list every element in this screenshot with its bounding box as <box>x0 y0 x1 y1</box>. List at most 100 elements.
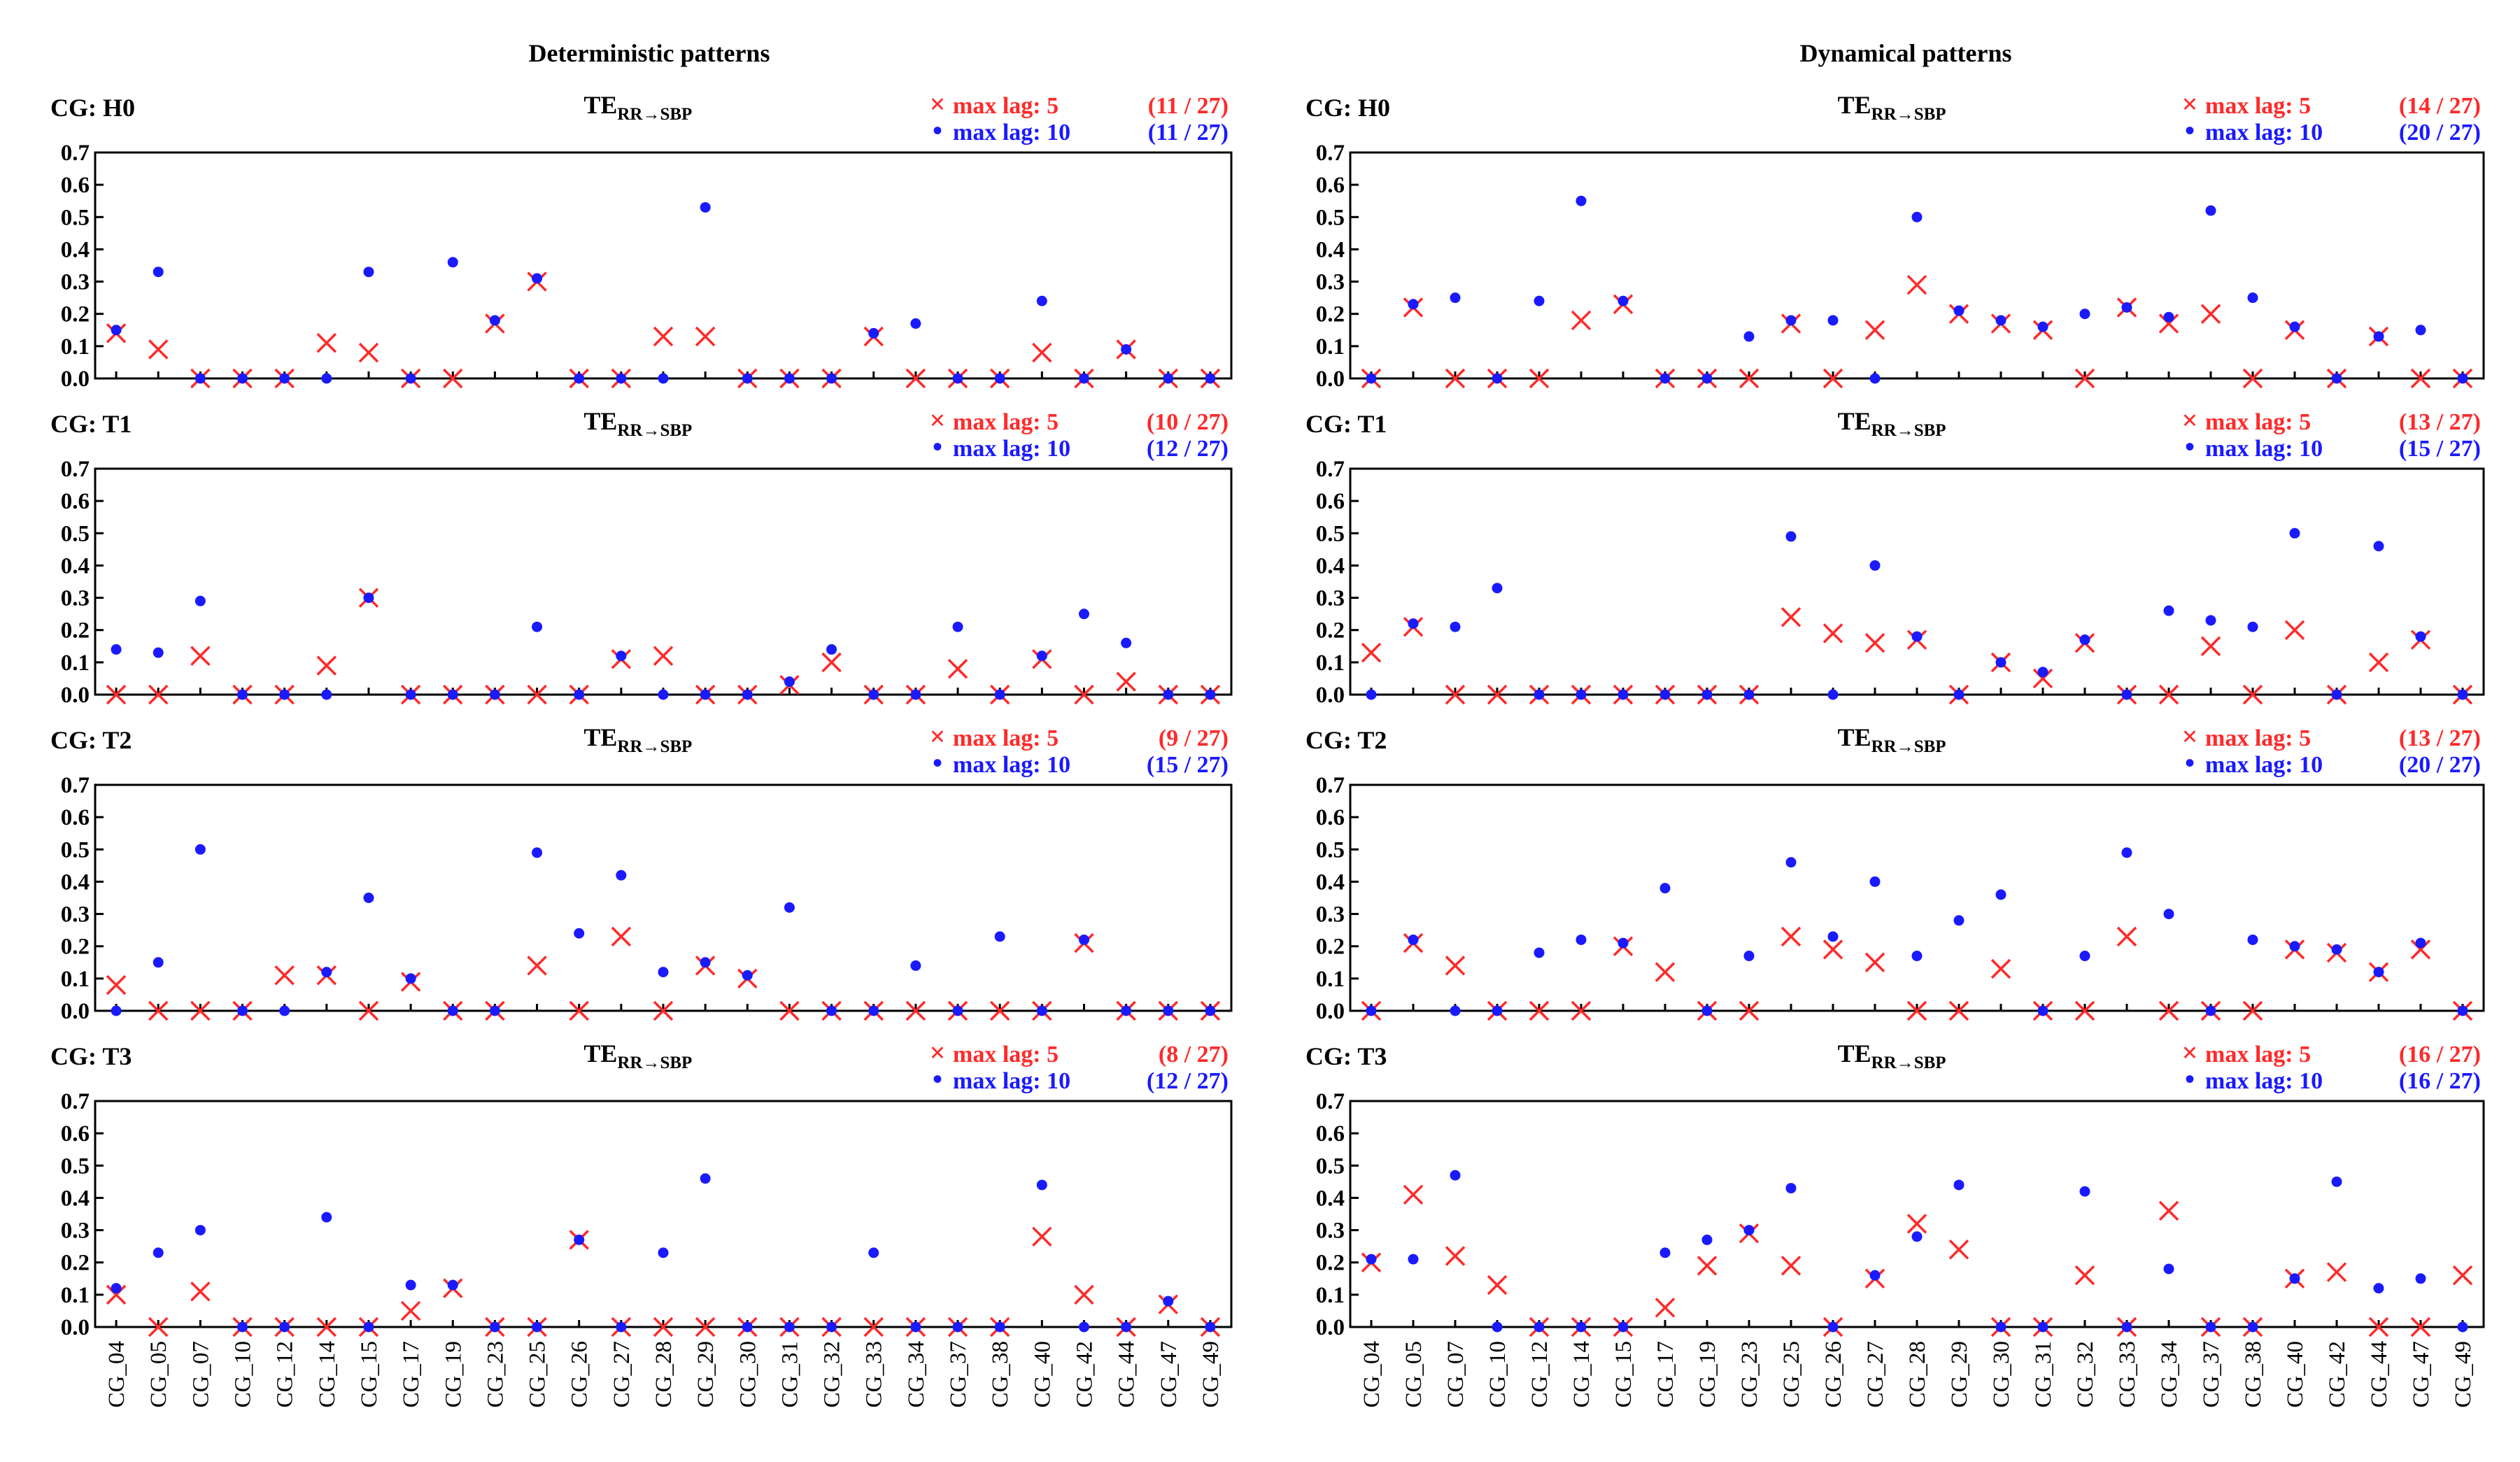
point-lag5-CG_29 <box>1948 1000 1969 1021</box>
y-tick-label: 0.0 <box>1316 367 1345 392</box>
cross-stroke <box>1822 939 1843 960</box>
cross-stroke <box>1571 1000 1592 1021</box>
point-lag10-CG_33 <box>868 1247 879 1258</box>
legend-marker-dot: • <box>2185 115 2195 146</box>
x-tick-label: CG_42 <box>2325 1341 2350 1407</box>
panel-t1-deterministic: 0.0 0.1 0.2 0.3 0.4 0.5 0.6 0.7 CG: T1 TERR→SBP × m… <box>50 404 1233 708</box>
y-tick-label: 0.5 <box>61 1154 90 1179</box>
y-tick-label: 0.1 <box>1316 967 1345 992</box>
cross-stroke <box>1529 368 1550 389</box>
y-tick-label: 0.4 <box>61 1186 90 1211</box>
point-lag5-CG_05 <box>1403 1184 1424 1205</box>
x-tick-label: CG_28 <box>1905 1341 1930 1407</box>
cross-stroke <box>695 1316 716 1337</box>
legend-label-lag5: max lag: 5 <box>953 725 1059 751</box>
point-lag5-CG_34 <box>2158 684 2179 705</box>
point-lag10-CG_10 <box>1492 1005 1503 1016</box>
point-lag5-CG_34 <box>905 368 926 389</box>
y-tick-label: 0.5 <box>1316 521 1345 546</box>
point-lag5-CG_17 <box>400 1300 421 1321</box>
point-lag5-CG_32 <box>2074 368 2095 389</box>
cross-stroke <box>2158 1000 2179 1021</box>
point-lag5-CG_42 <box>1074 1284 1094 1305</box>
x-tick-label: CG_49 <box>1198 1341 1224 1407</box>
cross-stroke <box>1032 1226 1052 1247</box>
x-tick-label: CG_25 <box>525 1341 551 1407</box>
point-lag10-CG_33 <box>868 1005 879 1016</box>
point-lag10-CG_15 <box>363 592 374 604</box>
cross-stroke <box>779 1000 800 1021</box>
legend-label-lag10: max lag: 10 <box>953 120 1070 146</box>
panel-h0-deterministic: 0.0 0.1 0.2 0.3 0.4 0.5 0.6 0.7 CG: H0 TERR→SBP × m… <box>50 88 1233 392</box>
point-lag5-CG_25 <box>527 956 547 976</box>
y-tick-label: 0.1 <box>1316 1283 1345 1308</box>
panel-title: TERR→SBP <box>583 1039 692 1072</box>
y-tick-label: 0.3 <box>61 270 90 295</box>
panel-label: CG: T2 <box>50 726 132 754</box>
point-lag10-CG_25 <box>532 621 543 632</box>
cross-stroke <box>1781 1256 1801 1276</box>
cross-stroke <box>2032 668 2053 689</box>
point-lag5-CG_05 <box>148 1000 169 1021</box>
panel-title: TERR→SBP <box>583 723 692 756</box>
x-tick-label: CG_12 <box>1527 1341 1552 1407</box>
point-lag5-CG_19 <box>1697 1256 1718 1276</box>
legend-marker-cross: × <box>2182 1037 2198 1068</box>
point-lag10-CG_49 <box>1205 1321 1216 1333</box>
cross-stroke <box>1655 1298 1676 1318</box>
legend-count-lag5: (14 / 27) <box>2399 93 2481 119</box>
point-lag5-CG_34 <box>2158 1200 2179 1221</box>
cross-stroke <box>1487 684 1508 705</box>
point-lag10-CG_17 <box>1659 373 1671 384</box>
cross-stroke <box>2242 1000 2263 1021</box>
y-tick-label: 0.3 <box>1316 902 1345 928</box>
point-lag10-CG_28 <box>658 967 669 978</box>
cross-stroke <box>1906 1214 1927 1234</box>
x-tick-label: CG_28 <box>651 1341 677 1407</box>
point-lag5-CG_19 <box>443 368 463 389</box>
point-lag10-CG_42 <box>2331 373 2342 384</box>
y-tick-label: 0.7 <box>1316 773 1345 798</box>
point-lag10-CG_30 <box>1995 315 2006 326</box>
y-tick-label: 0.4 <box>61 870 90 895</box>
point-lag5-CG_07 <box>190 1000 211 1021</box>
x-tick-label: CG_44 <box>2367 1341 2392 1407</box>
legend-label-lag5: max lag: 5 <box>953 1042 1059 1067</box>
y-tick-label: 0.3 <box>1316 1219 1345 1244</box>
point-lag10-CG_42 <box>2331 689 2342 700</box>
cross-stroke <box>905 1000 926 1021</box>
legend-marker-dot: • <box>933 1063 942 1095</box>
point-lag10-CG_04 <box>111 1005 122 1016</box>
point-lag10-CG_27 <box>616 1321 627 1333</box>
y-tick-label: 0.0 <box>1316 999 1345 1024</box>
point-lag10-CG_27 <box>616 870 627 881</box>
point-lag5-CG_38 <box>2242 368 2263 389</box>
point-lag5-CG_26 <box>569 1000 589 1021</box>
cross-stroke <box>1445 956 1466 976</box>
y-tick-label: 0.5 <box>1316 837 1345 863</box>
x-tick-label: CG_33 <box>862 1341 887 1407</box>
y-tick-label: 0.6 <box>61 173 90 198</box>
point-lag5-CG_14 <box>316 655 337 676</box>
point-lag10-CG_15 <box>363 1321 374 1333</box>
legend-marker-cross: × <box>930 404 946 436</box>
point-lag10-CG_49 <box>2457 1321 2468 1333</box>
point-lag10-CG_32 <box>2079 634 2090 646</box>
cross-stroke <box>2158 313 2179 334</box>
point-lag10-CG_19 <box>447 689 458 700</box>
point-lag10-CG_31 <box>784 902 795 913</box>
point-lag10-CG_15 <box>1618 295 1629 306</box>
panel-title: TERR→SBP <box>1838 723 1946 756</box>
point-lag10-CG_07 <box>1450 1170 1461 1181</box>
legend-marker-dot: • <box>2185 431 2195 462</box>
legend-label-lag5: max lag: 5 <box>2205 1042 2311 1067</box>
y-tick-label: 0.7 <box>61 1089 90 1114</box>
point-lag5-CG_28 <box>653 1000 674 1021</box>
point-lag10-CG_38 <box>2247 621 2258 632</box>
cross-stroke <box>1739 1000 1760 1021</box>
cross-stroke <box>190 1282 211 1302</box>
x-tick-label: CG_34 <box>2157 1341 2182 1407</box>
x-tick-label: CG_31 <box>2031 1341 2056 1407</box>
point-lag10-CG_49 <box>2457 1005 2468 1016</box>
point-lag10-CG_19 <box>447 1005 458 1016</box>
